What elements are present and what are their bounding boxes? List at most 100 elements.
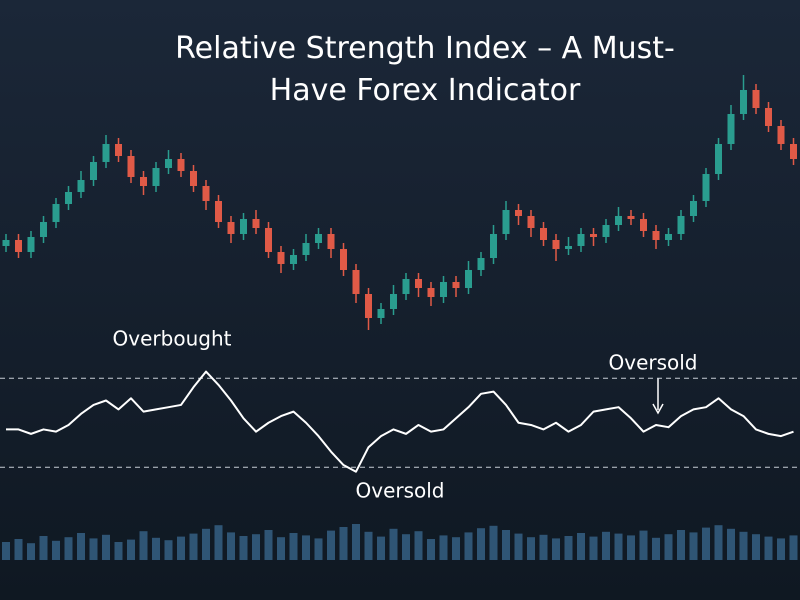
volume-bar — [764, 536, 773, 560]
volume-bar — [64, 537, 73, 560]
volume-bar — [214, 525, 223, 560]
volume-bar — [689, 532, 698, 560]
candle-body — [415, 279, 422, 288]
volume-bar — [439, 535, 448, 560]
candle-body — [390, 294, 397, 309]
chart-title: Relative Strength Index – A Must-Have Fo… — [175, 31, 675, 108]
volume-bar — [677, 530, 685, 560]
candle-body — [615, 216, 622, 225]
volume-bar — [302, 535, 310, 560]
volume-bar — [402, 534, 410, 560]
volume-bar — [2, 542, 10, 560]
candle-body — [540, 228, 547, 240]
volume-bar — [789, 535, 798, 560]
volume-bar — [14, 539, 23, 560]
candle-body — [290, 255, 297, 264]
candle-body — [640, 219, 647, 231]
candle-body — [77, 180, 85, 192]
volume-bar — [127, 539, 135, 560]
volume-bar — [614, 533, 623, 560]
candle-body — [652, 231, 660, 240]
volume-bar — [152, 537, 160, 560]
volume-bar — [739, 531, 748, 560]
candle-body — [790, 144, 797, 159]
candle-body — [52, 204, 60, 222]
candle-body — [677, 216, 685, 234]
annotation: Oversold — [608, 351, 697, 375]
candle-body — [2, 240, 10, 246]
candle-body — [140, 177, 147, 186]
volume-bar — [502, 530, 510, 560]
volume-bar — [489, 525, 498, 560]
candle-body — [302, 243, 310, 255]
candle-body — [190, 171, 197, 186]
candle-body — [490, 234, 497, 258]
volume-bar — [602, 531, 610, 560]
candle-body — [590, 234, 597, 237]
candle-body — [377, 309, 385, 318]
volume-bar — [464, 532, 473, 560]
candle-body — [777, 126, 785, 144]
volume-bar — [714, 525, 723, 560]
candle-body — [665, 234, 672, 240]
candle-body — [690, 201, 697, 216]
candle-body — [727, 114, 735, 144]
volume-bar — [52, 540, 60, 560]
volume-bar — [27, 543, 35, 560]
candle-body — [277, 252, 285, 264]
volume-bar — [652, 537, 660, 560]
volume-bar — [564, 536, 573, 560]
candle-body — [202, 186, 210, 201]
candle-body — [152, 168, 160, 186]
volume-bar — [139, 531, 148, 560]
candle-body — [627, 216, 635, 219]
volume-bar — [289, 533, 298, 560]
candle-body — [227, 222, 235, 234]
volume-bar — [552, 538, 560, 560]
volume-bar — [202, 528, 210, 560]
candle-body — [27, 237, 35, 252]
candle-body — [752, 90, 760, 108]
candle-body — [402, 279, 410, 294]
volume-bar — [339, 527, 348, 560]
volume-bar — [514, 533, 523, 560]
volume-bar — [102, 534, 110, 560]
candle-body — [315, 234, 322, 243]
candle-body — [527, 216, 535, 228]
candle-body — [352, 270, 360, 294]
candle-body — [240, 219, 247, 234]
volume-bar — [477, 528, 485, 560]
candle-body — [577, 234, 585, 246]
volume-bar — [89, 538, 98, 560]
volume-bar — [627, 535, 635, 560]
volume-bar — [427, 539, 435, 560]
volume-bar — [664, 534, 673, 560]
volume-bar — [539, 534, 548, 560]
candle-body — [465, 270, 472, 288]
volume-bar — [639, 530, 648, 560]
candle-body — [115, 144, 122, 156]
volume-bar — [364, 531, 373, 560]
volume-bar — [239, 536, 248, 560]
volume-bar — [327, 530, 335, 560]
candle-body — [365, 294, 372, 318]
volume-bar — [314, 538, 323, 560]
volume-bar — [727, 528, 735, 560]
annotation: Overbought — [113, 327, 232, 351]
candle-body — [702, 174, 710, 201]
candle-body — [740, 90, 747, 114]
volume-bar — [702, 527, 710, 560]
candle-body — [165, 159, 172, 168]
volume-bar — [227, 532, 235, 560]
volume-bar — [39, 536, 48, 560]
candle-body — [515, 210, 522, 216]
volume-bar — [277, 537, 285, 560]
volume-bar — [589, 536, 598, 560]
candle-body — [452, 282, 460, 288]
volume-bar — [377, 536, 385, 560]
candle-body — [552, 240, 560, 249]
candle-body — [90, 162, 97, 180]
volume-bar — [114, 542, 123, 560]
